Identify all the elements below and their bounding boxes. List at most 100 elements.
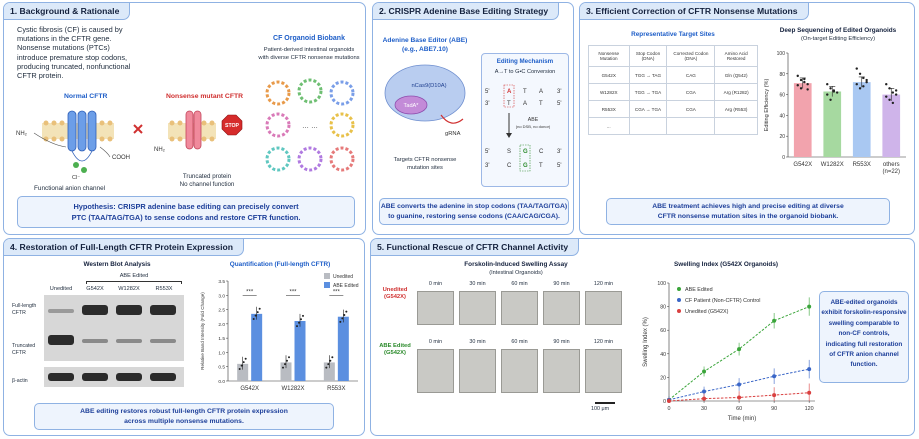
microscopy-image: [543, 291, 580, 325]
data-point: [885, 83, 888, 86]
bar: [882, 94, 901, 157]
editing-chart-title: Deep Sequencing of Edited Organoids: [779, 27, 897, 34]
mechanism-subtitle: A→T to G•C Conversion: [494, 69, 556, 75]
svg-text:3': 3': [485, 163, 489, 169]
data-point: [858, 72, 862, 75]
microscopy-image: [417, 349, 454, 393]
data-point: [807, 367, 812, 372]
x-tick-label: G542X: [793, 162, 812, 168]
data-point: [829, 87, 832, 90]
microscopy-image: [543, 349, 580, 393]
svg-text:G: G: [523, 149, 528, 155]
data-point: [339, 320, 342, 323]
data-point: [737, 347, 742, 352]
nh2-label-mutant: NH₂: [154, 147, 166, 153]
data-point: [855, 67, 858, 70]
cftr-channel-normal: [67, 110, 97, 162]
tada-shape: [394, 95, 428, 115]
x-tick-label: W1282X: [821, 162, 844, 168]
table-row: ...: [588, 117, 758, 135]
data-point: [799, 78, 803, 82]
y-tick-label: 1.0: [218, 350, 225, 356]
svg-text:ABE: ABE: [528, 117, 539, 123]
editing-efficiency-chart: 0 20 40 60 80 100 Editing Efficiency (%) G542X W…: [764, 51, 906, 175]
swelling-index-chart: 0 20 40 60 80 100 0 30 60 90 120 Time (min) Swelling…: [643, 281, 815, 422]
data-point: [891, 101, 895, 105]
x-tick-label: (n=22): [882, 169, 900, 175]
data-point: [772, 393, 777, 398]
data-point: [772, 318, 777, 323]
svg-text:C: C: [507, 163, 512, 169]
row-label-truncated: Truncated CFTR: [12, 343, 36, 356]
abe-complex-illustration: nCas9(D10A) TadA* gRNA: [384, 64, 466, 137]
ellipsis: … …: [302, 123, 318, 130]
normal-caption: Functional anion channel: [34, 185, 106, 192]
data-point: [238, 368, 241, 370]
chloride-ion-1: [73, 162, 79, 168]
significance-label: ***: [289, 289, 297, 295]
organoid-biobank-illustration: … …: [265, 78, 355, 172]
base-editing-diagram: 5' A T A 3' 3' T A T 5' ABE (no DSB, no …: [485, 84, 561, 172]
y-axis-label: Swelling Index (%): [643, 317, 649, 367]
assay-title: Forskolin-Induced Swelling Assay: [464, 261, 568, 268]
data-point: [327, 363, 330, 366]
time-label: 120 min: [593, 281, 614, 287]
svg-text:nCas9(D10A): nCas9(D10A): [411, 83, 446, 89]
bar: [251, 313, 263, 381]
svg-text:5': 5': [557, 101, 561, 107]
time-label: 90 min: [553, 281, 570, 287]
panel-protein-restoration: 4. Restoration of Full-Length CFTR Prote…: [3, 238, 365, 436]
x-tick-label: 120: [805, 406, 814, 412]
swelling-chart-title: Swelling Index (G542X Organoids): [673, 261, 779, 268]
data-point: [806, 83, 809, 86]
data-point: [325, 366, 328, 369]
legend-marker: [677, 287, 681, 291]
data-point: [254, 314, 257, 317]
bar: [294, 321, 306, 381]
svg-text:TadA*: TadA*: [404, 103, 420, 109]
abe-subtitle: (e.g., ABE7.10): [402, 46, 448, 53]
lane-label: R553X: [155, 286, 173, 292]
data-point: [858, 87, 862, 90]
data-point: [855, 83, 858, 86]
svg-text:gRNA: gRNA: [445, 131, 461, 137]
panel-title: 2. CRISPR Adenine Base Editing Strategy: [373, 3, 560, 20]
data-point: [865, 78, 868, 82]
y-tick-label: 20: [660, 375, 666, 381]
panel-title: 3. Efficient Correction of CFTR Nonsense…: [580, 3, 809, 20]
chloride-ion-2: [81, 167, 87, 173]
data-point: [799, 87, 803, 90]
y-tick-label: 0.0: [218, 379, 225, 385]
y-tick-label: 0: [782, 155, 785, 161]
data-point: [300, 318, 302, 321]
x-tick-label: 90: [771, 406, 777, 412]
target-sites-table: Nonsense Mutation Stop Codon (DNA) Corre…: [588, 45, 758, 135]
data-point: [803, 80, 806, 84]
svg-text:T: T: [523, 89, 527, 95]
data-point: [242, 361, 245, 364]
y-tick-label: 1.5: [218, 336, 225, 342]
intro-text: Cystic fibrosis (CF) is caused by mutati…: [17, 25, 131, 81]
data-point: [282, 366, 284, 369]
data-point: [888, 87, 891, 90]
rescue-callout-box: ABE-edited organoids exhibit forskolin-r…: [819, 291, 909, 383]
y-tick-label: 60: [660, 328, 666, 334]
x-tick-label: W1282X: [281, 386, 304, 392]
data-point: [862, 85, 865, 88]
x-tick-label: G542X: [240, 386, 259, 392]
unedited-row-label: Unedited (G542X): [382, 287, 408, 301]
data-point: [737, 382, 742, 387]
data-point: [772, 374, 777, 379]
normal-cftr-label: Normal CFTR: [64, 93, 108, 100]
svg-text:A: A: [523, 101, 527, 107]
cross-icon: [133, 124, 143, 134]
scale-bar-label: 100 μm: [591, 406, 610, 412]
edited-row-label: ABE Edited (G542X): [379, 343, 411, 357]
data-point: [252, 318, 255, 320]
svg-text:S: S: [507, 149, 511, 155]
data-point: [302, 314, 304, 317]
bar: [237, 363, 249, 381]
svg-text:A: A: [539, 89, 543, 95]
y-tick-label: 40: [779, 113, 785, 119]
data-point: [862, 76, 865, 80]
